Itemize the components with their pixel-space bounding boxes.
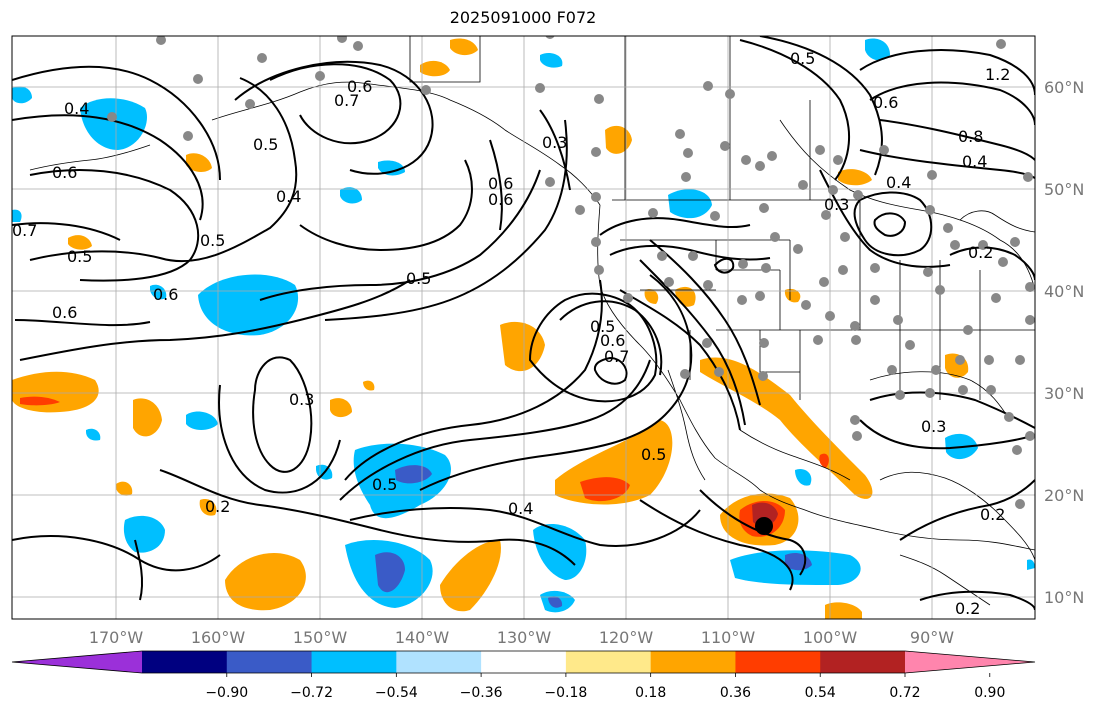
lon-label: 140°W (395, 628, 450, 647)
colorbar-tick-label: 0.90 (974, 685, 1005, 701)
colorbar-swatch (735, 651, 821, 673)
colorbar-tick-label: −0.18 (544, 685, 587, 701)
lon-label: 90°W (910, 628, 954, 647)
contour-label: 0.2 (205, 497, 230, 516)
lon-label: 170°W (89, 628, 144, 647)
colorbar-extend-high (905, 651, 1035, 673)
contour-label-group: 0.4 0.6 0.7 0.5 0.6 0.6 0.7 0.5 0.4 0.5 … (12, 49, 1010, 618)
contour-label: 0.3 (289, 390, 314, 409)
contour-label: 0.6 (347, 77, 372, 96)
contour-label: 0.8 (958, 127, 983, 146)
contour-label: 0.5 (253, 135, 278, 154)
contour-label: 0.3 (542, 133, 567, 152)
contour-label: 0.6 (600, 331, 625, 350)
colorbar-swatch (142, 651, 228, 673)
colorbar: −0.90 −0.72 −0.54 −0.36 −0.18 0.18 0.36 0.54 0.7… (11, 650, 1036, 701)
contour-label: 0.5 (372, 475, 397, 494)
contour-label: 0.4 (886, 173, 911, 192)
colorbar-tick-label: 0.18 (635, 685, 666, 701)
map-frame (11, 35, 1036, 620)
contour-label: 0.6 (153, 285, 178, 304)
latitude-labels: 60°N 50°N 40°N 30°N 20°N 10°N (1044, 78, 1084, 607)
contour-label: 0.2 (968, 243, 993, 262)
contour-label: 0.6 (52, 303, 77, 322)
contour-label: 0.4 (962, 152, 987, 171)
storm-center-marker (755, 517, 773, 535)
lat-label: 60°N (1044, 78, 1084, 97)
colorbar-swatch (396, 651, 482, 673)
colorbar-swatch (226, 651, 313, 673)
lat-label: 50°N (1044, 180, 1084, 199)
map-title: 2025091000 F072 (449, 8, 597, 27)
contour-label: 0.7 (334, 91, 359, 110)
colorbar-swatch (565, 651, 652, 673)
contour-label: 0.6 (873, 93, 898, 112)
colorbar-tick-label: −0.90 (205, 685, 248, 701)
contour-label: 0.6 (488, 174, 513, 193)
colorbar-tick-label: 0.36 (720, 685, 751, 701)
colorbar-tick-label: −0.54 (375, 685, 418, 701)
lat-label: 40°N (1044, 282, 1084, 301)
lon-label: 150°W (293, 628, 348, 647)
station-dots (107, 36, 1035, 509)
contour-label: 0.2 (955, 599, 980, 618)
lat-label: 10°N (1044, 588, 1084, 607)
lat-label: 30°N (1044, 384, 1084, 403)
contour-label: 0.4 (276, 187, 301, 206)
colorbar-swatch (650, 651, 736, 673)
contour-label: 0.3 (824, 195, 849, 214)
contour-label: 0.5 (641, 445, 666, 464)
colorbar-tick-label: 0.54 (805, 685, 836, 701)
colorbar-swatch (481, 651, 567, 673)
colorbar-swatch (311, 651, 397, 673)
contour-label: 0.4 (64, 99, 89, 118)
contour-label: 0.6 (52, 163, 77, 182)
contour-label: 0.5 (406, 269, 431, 288)
colorbar-tick-label: 0.72 (889, 685, 920, 701)
lon-label: 110°W (701, 628, 756, 647)
colorbar-tick-label: −0.72 (290, 685, 333, 701)
contour-label: 0.3 (921, 417, 946, 436)
contour-label: 0.7 (604, 347, 629, 366)
contour-label: 0.2 (980, 505, 1005, 524)
colorbar-extend-low (12, 651, 142, 673)
longitude-labels: 170°W 160°W 150°W 140°W 130°W 120°W 110°… (89, 628, 954, 647)
colorbar-outline (11, 650, 1036, 674)
colorbar-tick-label: −0.36 (460, 685, 503, 701)
contour-label: 0.5 (67, 247, 92, 266)
contour-label: 0.4 (508, 499, 533, 518)
lon-label: 100°W (803, 628, 858, 647)
contour-label: 1.2 (985, 65, 1010, 84)
gridlines (12, 36, 1035, 619)
contour-label: 0.5 (790, 49, 815, 68)
lon-label: 130°W (497, 628, 552, 647)
colorbar-swatch (820, 651, 906, 673)
contour-label: 0.6 (488, 190, 513, 209)
lon-label: 120°W (599, 628, 654, 647)
contour-lines (12, 36, 1035, 611)
contour-label: 0.5 (590, 317, 615, 336)
coastlines-borders (29, 36, 1035, 606)
lon-label: 160°W (191, 628, 246, 647)
contour-label: 0.7 (12, 221, 37, 240)
contour-label: 0.5 (200, 231, 225, 250)
lat-label: 20°N (1044, 486, 1084, 505)
